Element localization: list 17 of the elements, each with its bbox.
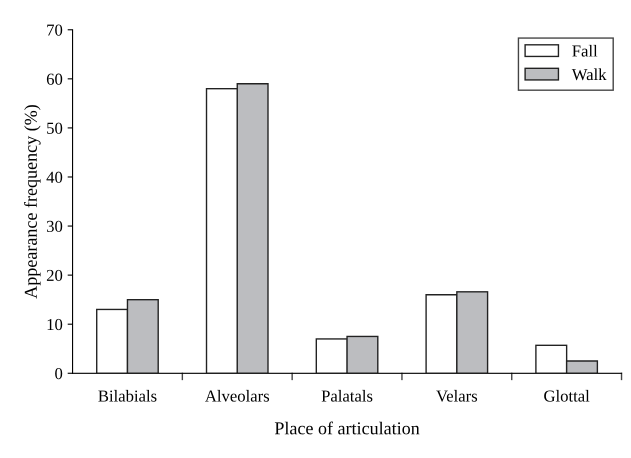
y-tick-label: 10 bbox=[48, 318, 62, 330]
y-tick-label: 60 bbox=[46, 74, 62, 85]
y-tick-label: 30 bbox=[46, 220, 62, 232]
y-axis-title: Appearance frequency (%) bbox=[24, 105, 41, 299]
y-tick-label: 70 bbox=[47, 24, 62, 36]
y-tick-label: 50 bbox=[47, 122, 62, 134]
x-axis-title: Place of articulation bbox=[274, 422, 420, 434]
x-tick-label: Alveolars bbox=[205, 390, 270, 402]
legend-label: Fall bbox=[572, 44, 598, 57]
y-tick-label: 20 bbox=[46, 270, 62, 282]
x-tick-label: Palatals bbox=[322, 390, 372, 402]
y-tick-label: 40 bbox=[46, 172, 62, 183]
x-tick-label: Glottal bbox=[544, 390, 590, 402]
x-tick-label: Velars bbox=[436, 390, 478, 402]
legend-label: Walk bbox=[572, 68, 607, 80]
y-tick-label: 0 bbox=[55, 368, 62, 380]
x-tick-label: Bilabials bbox=[98, 390, 156, 402]
